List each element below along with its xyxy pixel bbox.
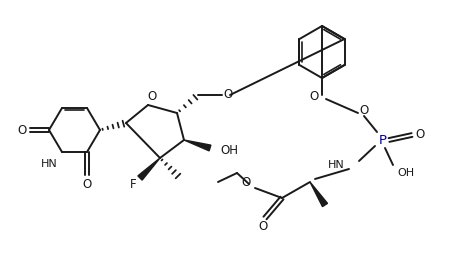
Text: OH: OH [220, 144, 238, 157]
Text: O: O [147, 91, 157, 104]
Text: OH: OH [397, 168, 414, 178]
Text: P: P [379, 134, 387, 147]
Polygon shape [310, 182, 328, 207]
Text: O: O [309, 90, 319, 103]
Polygon shape [138, 158, 160, 180]
Text: F: F [130, 179, 136, 192]
Text: HN: HN [328, 160, 345, 170]
Text: O: O [359, 104, 369, 117]
Text: O: O [415, 129, 425, 142]
Text: O: O [258, 220, 268, 233]
Text: O: O [224, 87, 233, 100]
Text: O: O [17, 123, 27, 136]
Polygon shape [184, 140, 211, 151]
Text: O: O [82, 178, 92, 191]
Text: HN: HN [41, 159, 58, 169]
Text: O: O [242, 176, 251, 189]
